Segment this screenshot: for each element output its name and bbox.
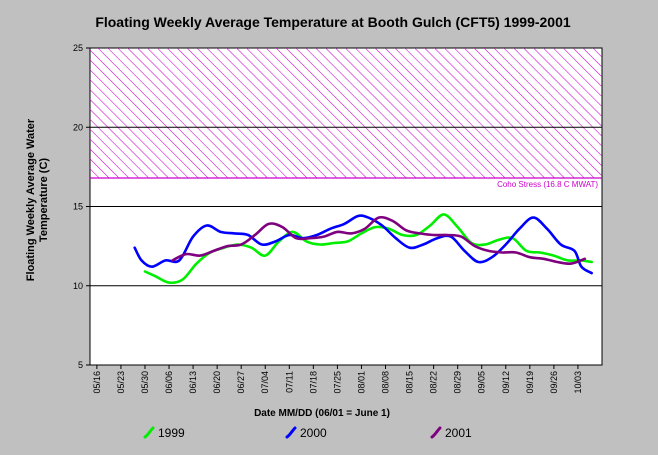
x-tick-label: 07/11 (284, 371, 294, 393)
x-tick-label: 05/16 (92, 371, 102, 394)
y-axis-title-line2: Temperature (C) (38, 158, 50, 242)
y-tick-label: 20 (73, 122, 83, 132)
series-line-2000 (133, 214, 593, 275)
x-tick-label: 08/15 (405, 371, 415, 394)
legend-swatch-1999 (143, 426, 155, 439)
x-tick-label: 09/05 (477, 371, 487, 394)
coho-stress-label: Coho Stress (16.8 C MWAT) (497, 180, 598, 189)
x-tick-label: 05/23 (116, 371, 126, 394)
x-tick-label: 08/01 (356, 371, 366, 394)
x-tick-label: 07/18 (308, 371, 318, 394)
y-tick-label: 25 (73, 43, 83, 53)
legend: 1999 2000 2001 (143, 426, 472, 440)
legend-label-2001: 2001 (445, 426, 472, 440)
x-tick-label: 10/03 (573, 371, 583, 394)
y-tick-label: 15 (73, 202, 83, 212)
series-line-2001 (171, 215, 587, 266)
x-tick-label: 09/12 (501, 371, 511, 394)
y-axis-title-line1: Floating Weekly Average Water (25, 118, 37, 281)
legend-label-1999: 1999 (158, 426, 185, 440)
coho-stress-band (90, 48, 602, 178)
y-tick-label: 10 (73, 281, 83, 291)
x-tick-label: 07/04 (260, 371, 270, 394)
legend-swatch-2000 (285, 426, 297, 439)
x-tick-label: 06/27 (236, 371, 246, 394)
x-tick-label: 09/19 (525, 371, 535, 394)
x-tick-label: 08/29 (453, 371, 463, 394)
legend-swatch-2001 (430, 426, 442, 439)
y-tick-label: 5 (78, 360, 83, 370)
x-tick-label: 07/25 (332, 371, 342, 394)
x-tick-label: 06/13 (188, 371, 198, 394)
x-tick-label: 08/08 (381, 371, 391, 394)
x-tick-label: 09/26 (549, 371, 559, 394)
x-tick-label: 06/20 (212, 371, 222, 394)
x-tick-label: 05/30 (140, 371, 150, 394)
x-tick-label: 06/06 (164, 371, 174, 394)
x-tick-label: 08/22 (429, 371, 439, 394)
x-axis-title: Date MM/DD (06/01 = June 1) (254, 408, 390, 419)
legend-label-2000: 2000 (300, 426, 327, 440)
chart-title: Floating Weekly Average Temperature at B… (95, 14, 571, 30)
